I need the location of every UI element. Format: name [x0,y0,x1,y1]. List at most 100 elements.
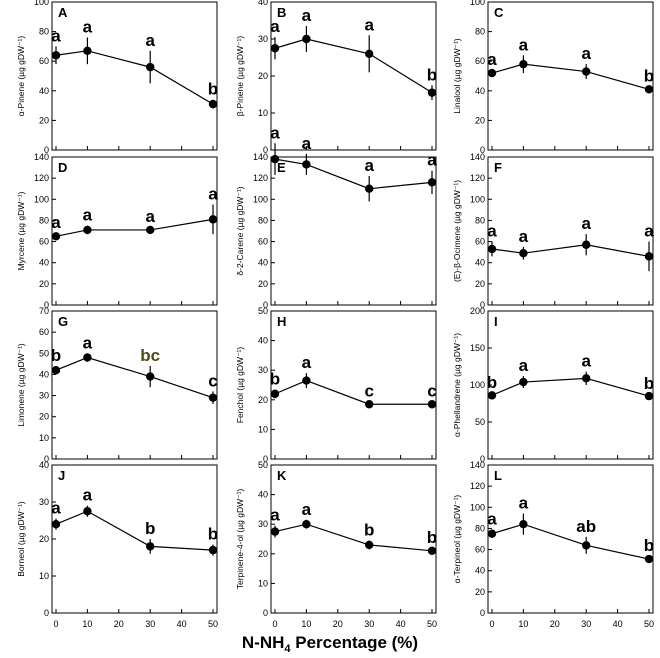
y-tick-label: 80 [475,215,485,225]
panel-frame [487,156,654,306]
significance-letter: b [145,519,155,538]
y-tick-label: 200 [470,306,485,316]
y-tick-label: 100 [470,194,485,204]
y-tick-label: 0 [263,608,268,618]
data-point [487,391,497,400]
y-tick-label: 20 [258,279,268,289]
y-tick-label: 100 [34,194,49,204]
data-point [427,88,437,97]
x-tick-label: 10 [301,619,311,629]
data-point [519,377,528,387]
significance-letter: a [519,494,529,513]
y-tick-label: 40 [475,258,485,268]
data-point [644,252,654,261]
series-line [491,523,650,560]
y-tick-label: 30 [258,365,268,375]
panel-frame [270,464,437,614]
panel-i: 0 50 100 150 200 α-Phellandrene (µg gDW⁻¹) Ib a… [452,306,654,464]
y-axis-label: Terpinene-4-ol (µg gDW⁻¹) [235,489,245,590]
significance-letter: b [487,373,497,392]
significance-letter: a [519,35,529,54]
y-tick-label: 40 [258,490,268,500]
x-tick-label: 30 [145,619,155,629]
y-tick-label: 20 [475,279,485,289]
panel-label: E [277,160,286,175]
panel-b: 0 10 20 30 40 β-Pinene (µg gDW⁻¹) Ba a a b [235,0,437,155]
panel-frame [51,156,218,306]
y-tick-label: 40 [39,460,49,470]
data-point [208,393,218,402]
panel-frame [51,310,218,460]
significance-letter: a [270,506,280,525]
significance-letter: a [145,31,155,50]
y-tick-label: 0 [480,608,485,618]
panel-k: 0 10 20 30 40 50 0 10 20 30 40 50 Terpinene-4-ol (µg… [235,460,437,629]
panel-frame [487,464,654,614]
panel-label: K [277,468,287,483]
panel-h: 0 10 20 30 40 50 Fenchol (µg gDW⁻¹) Hb a c c [235,306,437,464]
x-tick-label: 50 [208,619,218,629]
data-point [83,353,92,362]
panel-label: A [58,5,68,20]
x-tick-label: 30 [364,619,374,629]
series-line [55,50,214,105]
panel-label: F [494,160,502,175]
data-point [582,541,591,550]
y-tick-label: 50 [258,306,268,316]
series-line [491,377,650,397]
significance-letter: a [51,26,61,45]
data-point [365,540,374,550]
series-line [274,158,433,190]
data-point [270,389,280,399]
y-axis-label: α-Phellandrene (µg gDW⁻¹) [452,333,462,437]
y-tick-label: 100 [470,0,485,7]
data-point [427,400,437,409]
significance-letter: a [427,151,437,170]
y-tick-label: 30 [258,519,268,529]
y-axis-label: δ-2-Carene (µg gDW⁻¹) [235,186,245,275]
significance-letter: b [644,374,654,393]
x-tick-label: 40 [613,619,623,629]
y-tick-label: 10 [258,424,268,434]
y-tick-label: 140 [470,152,485,162]
y-tick-label: 60 [475,237,485,247]
y-tick-label: 20 [258,395,268,405]
significance-letter: a [270,123,280,142]
panel-label: L [494,468,502,483]
y-tick-label: 30 [39,391,49,401]
y-tick-label: 120 [253,173,268,183]
significance-letter: c [364,381,373,400]
data-point [146,542,155,551]
data-point [582,67,591,76]
y-tick-label: 150 [470,343,485,353]
series-line [55,218,214,237]
panel-d: 0 20 40 60 80 100 120 140 Myrcene (µg gDW⁻¹) Da a a… [16,152,218,310]
y-tick-label: 20 [39,115,49,125]
y-tick-label: 0 [480,454,485,464]
significance-letter: a [364,15,374,34]
y-tick-label: 100 [470,380,485,390]
y-tick-label: 60 [39,237,49,247]
panel-frame [51,464,218,614]
significance-letter: a [487,50,497,69]
significance-letter: a [51,499,61,518]
x-tick-label: 10 [82,619,92,629]
significance-letter: b [427,65,437,84]
y-tick-label: 30 [39,497,49,507]
significance-letter: a [302,353,312,372]
data-point [519,59,528,69]
x-tick-label: 10 [518,619,528,629]
significance-letter: b [270,369,280,388]
y-tick-label: 10 [39,433,49,443]
data-point [208,215,218,224]
y-tick-label: 120 [470,481,485,491]
x-tick-label: 50 [427,619,437,629]
panel-label: H [277,314,286,329]
y-tick-label: 60 [39,56,49,66]
panel-label: C [494,5,504,20]
y-tick-label: 50 [258,460,268,470]
data-point [365,184,374,193]
panel-frame [270,1,437,151]
y-tick-label: 10 [39,571,49,581]
series-line [274,523,433,552]
